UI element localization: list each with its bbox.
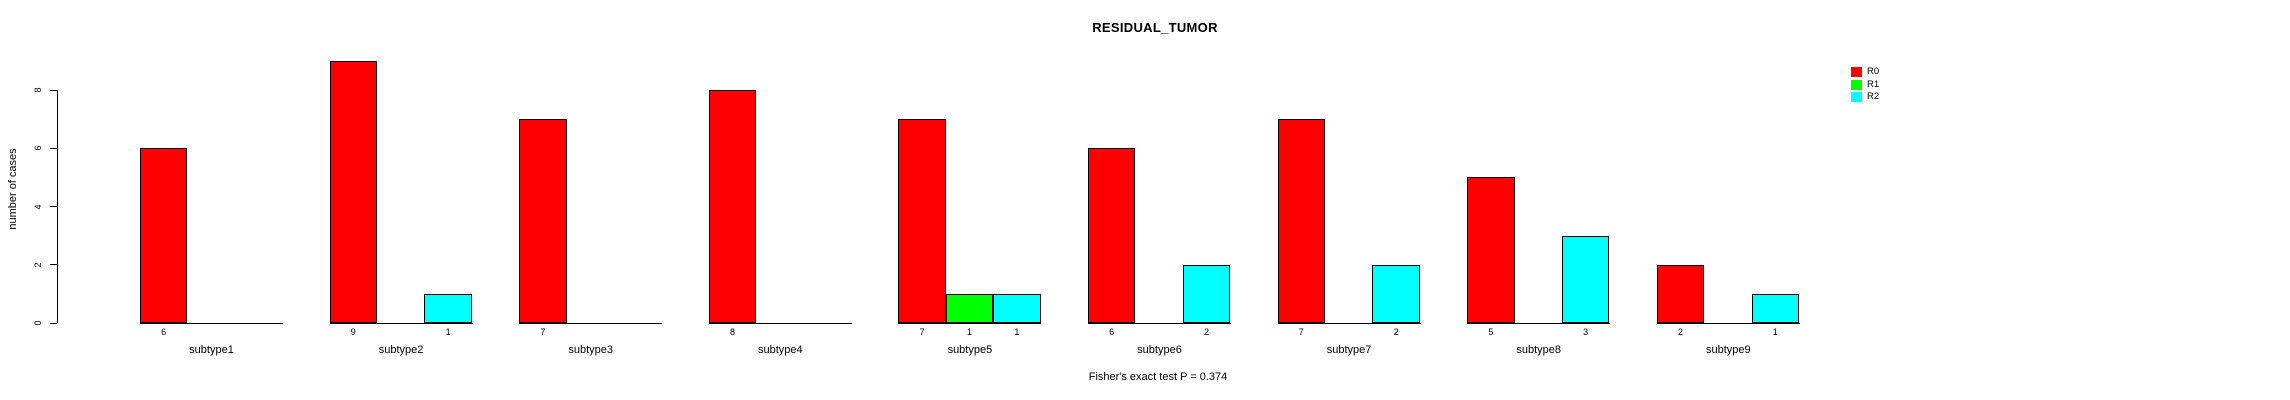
group-baseline [1656,323,1800,324]
bar-R0-subtype2 [329,60,377,323]
bar-R2-subtype6 [1182,264,1231,323]
legend-item-R1: R1 [1851,78,1880,90]
bar-count-label: 7 [919,327,925,337]
y-axis-label: number of cases [7,148,19,230]
bar-R0-subtype5 [898,119,946,323]
group-baseline [329,323,473,324]
category-label-subtype3: subtype3 [568,344,614,356]
bar-count-label: 6 [161,327,167,337]
bar-count-label: 2 [1393,327,1399,337]
group-baseline [1467,323,1611,324]
group-baseline [1088,323,1231,324]
y-axis-tick [50,206,57,207]
legend: R0 R1 R2 [1851,67,1879,105]
legend-swatch-R2 [1851,92,1862,102]
legend-swatch-R1 [1851,79,1862,90]
category-label-subtype2: subtype2 [378,344,424,356]
bar-R0-subtype1 [140,148,188,323]
bar-R0-subtype4 [708,90,757,323]
group-baseline [519,323,663,324]
bar-count-label: 1 [1772,327,1778,337]
bar-R2-subtype2 [424,293,472,323]
y-axis-tick [50,147,57,149]
y-axis-tick-label: 6 [33,145,43,151]
category-label-subtype7: subtype7 [1326,344,1372,356]
bar-R0-subtype6 [1088,148,1136,323]
bar-R0-subtype9 [1656,264,1705,323]
category-label-subtype9: subtype9 [1705,344,1751,356]
y-axis-tick-label: 8 [33,87,43,93]
bar-count-label: 2 [1677,327,1684,337]
bar-count-label: 1 [1014,327,1020,337]
legend-label: R1 [1867,78,1880,90]
y-axis-tick [50,264,57,266]
category-label-subtype1: subtype1 [189,344,234,356]
legend-swatch-R0 [1851,67,1862,77]
bar-R1-subtype5 [945,293,994,323]
bar-count-label: 3 [1583,327,1589,337]
bar-R0-subtype8 [1467,177,1515,323]
group-baseline [1277,323,1421,324]
chart-title: RESIDUAL_TUMOR [1092,20,1218,35]
y-axis-tick-label: 4 [33,203,43,210]
legend-label: R2 [1867,91,1880,102]
bar-R2-subtype5 [993,293,1041,323]
bar-count-label: 7 [540,327,546,337]
bar-count-label: 6 [1109,327,1115,337]
y-axis-tick-label: 2 [33,262,43,268]
bar-R2-subtype7 [1372,264,1420,323]
fisher-test-annotation: Fisher's exact test P = 0.374 [1088,371,1228,383]
legend-item-R2: R2 [1851,92,1879,102]
y-axis-tick-label: 0 [33,320,43,326]
y-axis-line [57,90,58,323]
bar-count-label: 7 [1298,327,1304,337]
bar-count-label: 1 [966,327,973,337]
bar-R0-subtype7 [1277,119,1325,323]
bar-count-label: 5 [1488,327,1494,337]
bar-count-label: 2 [1203,327,1210,337]
group-baseline [708,323,852,324]
bar-R2-subtype9 [1751,293,1799,323]
legend-item-R0: R0 [1851,67,1879,77]
bar-count-label: 8 [729,327,736,337]
bar-count-label: 1 [445,327,451,337]
bar-count-label: 9 [350,327,356,337]
category-label-subtype5: subtype5 [947,344,993,356]
bar-R2-subtype8 [1562,235,1610,323]
category-label-subtype4: subtype4 [757,344,803,356]
y-axis-tick [50,322,57,324]
category-label-subtype6: subtype6 [1137,344,1182,356]
category-label-subtype8: subtype8 [1516,344,1562,356]
y-axis-tick [50,89,57,91]
group-baseline [140,323,283,324]
legend-label: R0 [1867,66,1880,77]
bar-R0-subtype3 [519,119,567,323]
group-baseline [898,323,1042,324]
